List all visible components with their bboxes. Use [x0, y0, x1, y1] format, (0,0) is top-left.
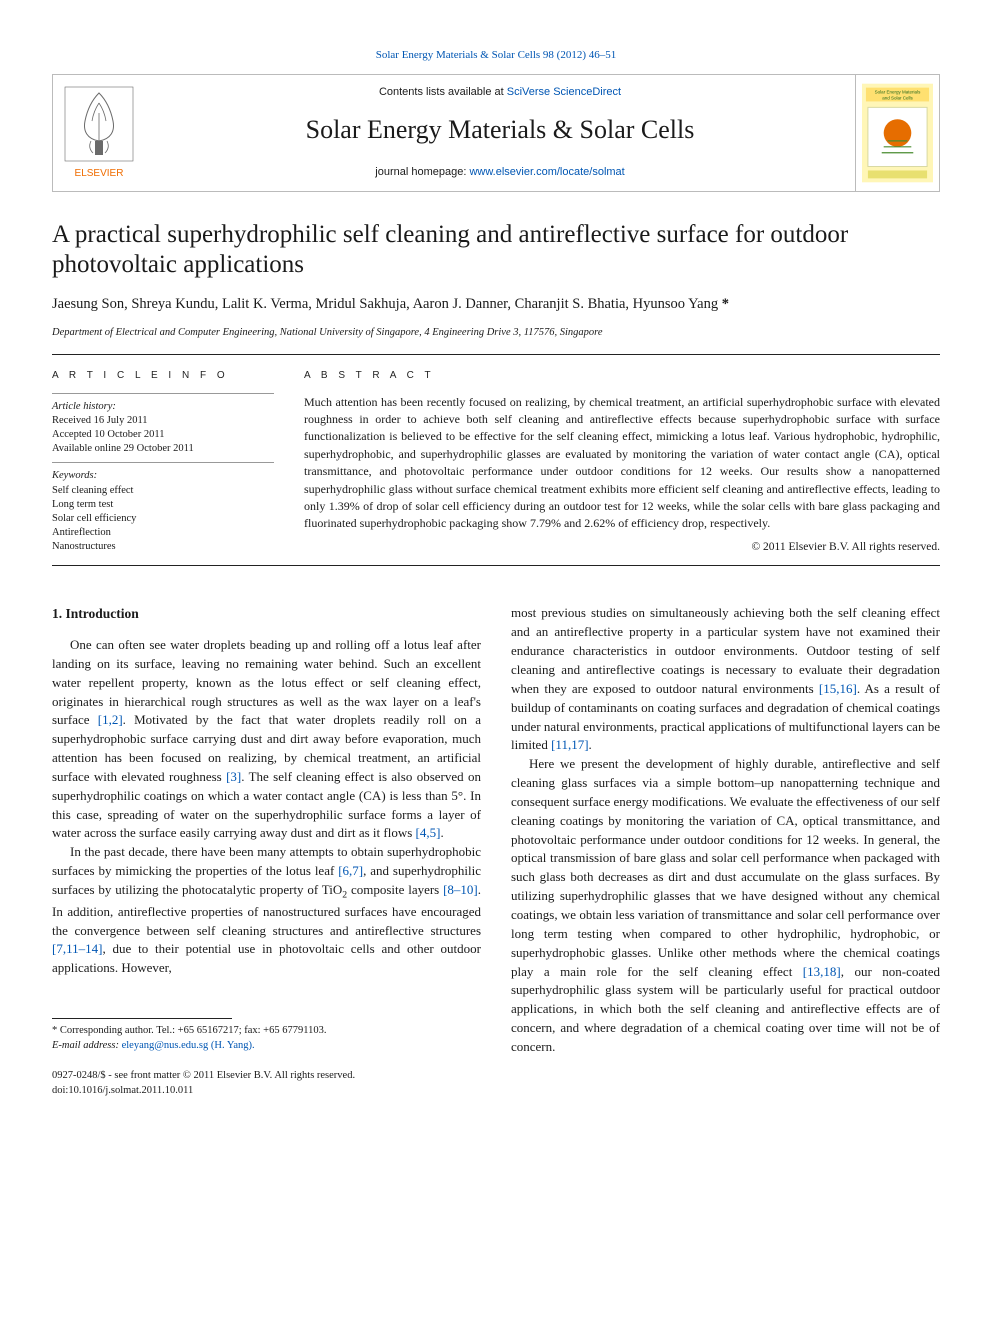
left-column: 1. Introduction One can often see water …	[52, 604, 481, 1098]
body-text: .	[589, 737, 592, 752]
ref-link[interactable]: [11,17]	[551, 737, 588, 752]
body-text: Here we present the development of highl…	[511, 756, 940, 978]
ref-link[interactable]: [7,11–14]	[52, 941, 102, 956]
article-info: A R T I C L E I N F O Article history: R…	[52, 369, 274, 555]
article-info-heading: A R T I C L E I N F O	[52, 369, 274, 383]
journal-cover-icon: Solar Energy Materials and Solar Cells	[862, 83, 933, 183]
abstract-heading: A B S T R A C T	[304, 369, 940, 384]
keywords-label: Keywords:	[52, 469, 274, 483]
article-title: A practical superhydrophilic self cleani…	[52, 220, 940, 280]
sciencedirect-link[interactable]: SciVerse ScienceDirect	[507, 86, 621, 98]
front-matter-line: 0927-0248/$ - see front matter © 2011 El…	[52, 1068, 481, 1083]
body-text: .	[440, 825, 443, 840]
body-columns: 1. Introduction One can often see water …	[52, 604, 940, 1098]
bottom-copyright: 0927-0248/$ - see front matter © 2011 El…	[52, 1068, 481, 1098]
right-column: most previous studies on simultaneously …	[511, 604, 940, 1098]
ref-link[interactable]: [1,2]	[98, 712, 123, 727]
keyword: Solar cell efficiency	[52, 512, 274, 526]
corr-author-line: * Corresponding author. Tel.: +65 651672…	[52, 1023, 481, 1038]
keyword: Nanostructures	[52, 540, 274, 554]
contents-line: Contents lists available at SciVerse Sci…	[379, 85, 621, 101]
homepage-link[interactable]: www.elsevier.com/locate/solmat	[469, 166, 624, 178]
body-text: composite layers	[347, 882, 443, 897]
history-label: Article history:	[52, 400, 274, 414]
paragraph: In the past decade, there have been many…	[52, 843, 481, 978]
abstract-copyright: © 2011 Elsevier B.V. All rights reserved…	[304, 539, 940, 556]
svg-text:Solar Energy Materials: Solar Energy Materials	[875, 89, 921, 94]
accepted-date: Accepted 10 October 2011	[52, 428, 274, 442]
authors-list: Jaesung Son, Shreya Kundu, Lalit K. Verm…	[52, 296, 718, 312]
homepage-line: journal homepage: www.elsevier.com/locat…	[375, 165, 624, 181]
top-citation: Solar Energy Materials & Solar Cells 98 …	[52, 48, 940, 64]
homepage-prefix: journal homepage:	[375, 166, 469, 178]
authors: Jaesung Son, Shreya Kundu, Lalit K. Verm…	[52, 294, 940, 315]
contents-prefix: Contents lists available at	[379, 86, 507, 98]
page: Solar Energy Materials & Solar Cells 98 …	[0, 0, 992, 1146]
abstract: A B S T R A C T Much attention has been …	[304, 369, 940, 555]
paragraph: most previous studies on simultaneously …	[511, 604, 940, 755]
online-date: Available online 29 October 2011	[52, 442, 274, 456]
corr-asterisk-icon: *	[718, 296, 729, 312]
keyword: Self cleaning effect	[52, 484, 274, 498]
affiliation: Department of Electrical and Computer En…	[52, 325, 940, 340]
ref-link[interactable]: [15,16]	[819, 681, 857, 696]
ref-link[interactable]: [3]	[226, 769, 241, 784]
info-abstract-row: A R T I C L E I N F O Article history: R…	[52, 354, 940, 566]
corresponding-author-footer: * Corresponding author. Tel.: +65 651672…	[52, 1018, 481, 1053]
journal-header: ELSEVIER Contents lists available at Sci…	[52, 74, 940, 192]
email-label: E-mail address:	[52, 1040, 119, 1051]
ref-link[interactable]: [4,5]	[416, 825, 441, 840]
email-link[interactable]: eleyang@nus.edu.sg (H. Yang).	[119, 1040, 255, 1051]
keyword: Long term test	[52, 498, 274, 512]
journal-cover-thumb: Solar Energy Materials and Solar Cells	[855, 75, 939, 191]
body-text: , due to their potential use in photovol…	[52, 941, 481, 975]
abstract-text: Much attention has been recently focused…	[304, 394, 940, 533]
elsevier-logo: ELSEVIER	[53, 75, 145, 191]
paragraph: Here we present the development of highl…	[511, 755, 940, 1057]
top-citation-link[interactable]: Solar Energy Materials & Solar Cells 98 …	[376, 49, 617, 61]
keyword: Antireflection	[52, 526, 274, 540]
ref-link[interactable]: [6,7]	[338, 863, 363, 878]
header-center: Contents lists available at SciVerse Sci…	[145, 75, 855, 191]
divider	[52, 462, 274, 463]
journal-name: Solar Energy Materials & Solar Cells	[306, 111, 695, 149]
email-line: E-mail address: eleyang@nus.edu.sg (H. Y…	[52, 1038, 481, 1053]
svg-text:and Solar Cells: and Solar Cells	[882, 95, 913, 100]
doi-line: doi:10.1016/j.solmat.2011.10.011	[52, 1083, 481, 1098]
received-date: Received 16 July 2011	[52, 414, 274, 428]
elsevier-wordmark: ELSEVIER	[75, 168, 124, 179]
ref-link[interactable]: [13,18]	[803, 964, 841, 979]
divider	[52, 393, 274, 394]
paragraph: One can often see water droplets beading…	[52, 636, 481, 843]
section-heading: 1. Introduction	[52, 604, 481, 624]
elsevier-tree-icon: ELSEVIER	[61, 85, 137, 181]
ref-link[interactable]: [8–10]	[443, 882, 478, 897]
footer-rule	[52, 1018, 232, 1019]
